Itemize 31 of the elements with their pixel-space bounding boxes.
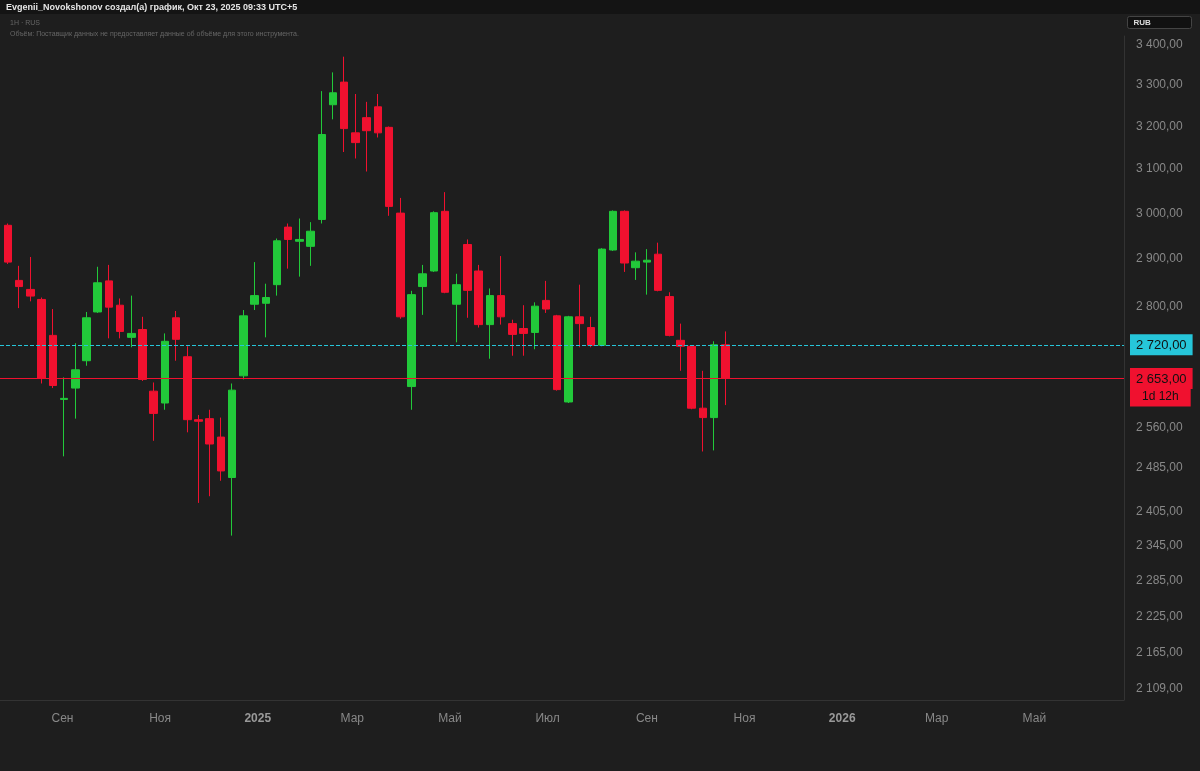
x-tick-label: Сен bbox=[51, 711, 74, 725]
y-tick-label: 2 225,00 bbox=[1136, 608, 1184, 623]
y-tick-label: 3 300,00 bbox=[1136, 77, 1184, 92]
y-tick-label: 2 485,00 bbox=[1136, 459, 1184, 474]
y-tick-label: 3 400,00 bbox=[1136, 36, 1184, 51]
x-tick-label: 2026 bbox=[828, 711, 856, 725]
y-tick-label: 2 900,00 bbox=[1136, 251, 1184, 266]
x-tick-label: Ноя bbox=[733, 711, 756, 725]
x-tick-label: Ноя bbox=[149, 711, 172, 725]
y-tick-label: 2 405,00 bbox=[1136, 503, 1184, 518]
y-tick-label: 2 560,00 bbox=[1136, 419, 1184, 434]
text: 1d 12h bbox=[1142, 389, 1179, 404]
y-tick-label: 2 800,00 bbox=[1136, 298, 1184, 313]
y-tick-label: 3 100,00 bbox=[1136, 161, 1184, 176]
y-tick-label: 2 345,00 bbox=[1136, 537, 1184, 552]
x-tick-label: Май bbox=[438, 711, 462, 725]
y-tick-label: 3 000,00 bbox=[1136, 205, 1184, 220]
x-tick-label: Июл bbox=[535, 711, 560, 725]
y-tick-label: 2 109,00 bbox=[1136, 680, 1184, 695]
x-tick-label: Мар bbox=[924, 711, 949, 725]
y-tick-label: 2 165,00 bbox=[1136, 645, 1184, 660]
x-tick-label: 2025 bbox=[244, 711, 272, 725]
x-tick-label: Сен bbox=[635, 711, 658, 725]
chart-title: Evgenii_Novokshonov создал(а) график, Окт 23, 2025 09:33 UTC+5 bbox=[6, 1, 298, 12]
text: RUB bbox=[1133, 18, 1152, 27]
ref-line-label: 2 720,00 bbox=[1136, 337, 1187, 353]
ref-line-label: 2 653,00 bbox=[1136, 370, 1187, 386]
x-tick-label: Мар bbox=[340, 711, 365, 725]
y-tick-label: 3 200,00 bbox=[1136, 118, 1184, 133]
x-tick-label: Май bbox=[1022, 711, 1047, 725]
y-tick-label: 2 285,00 bbox=[1136, 572, 1184, 587]
